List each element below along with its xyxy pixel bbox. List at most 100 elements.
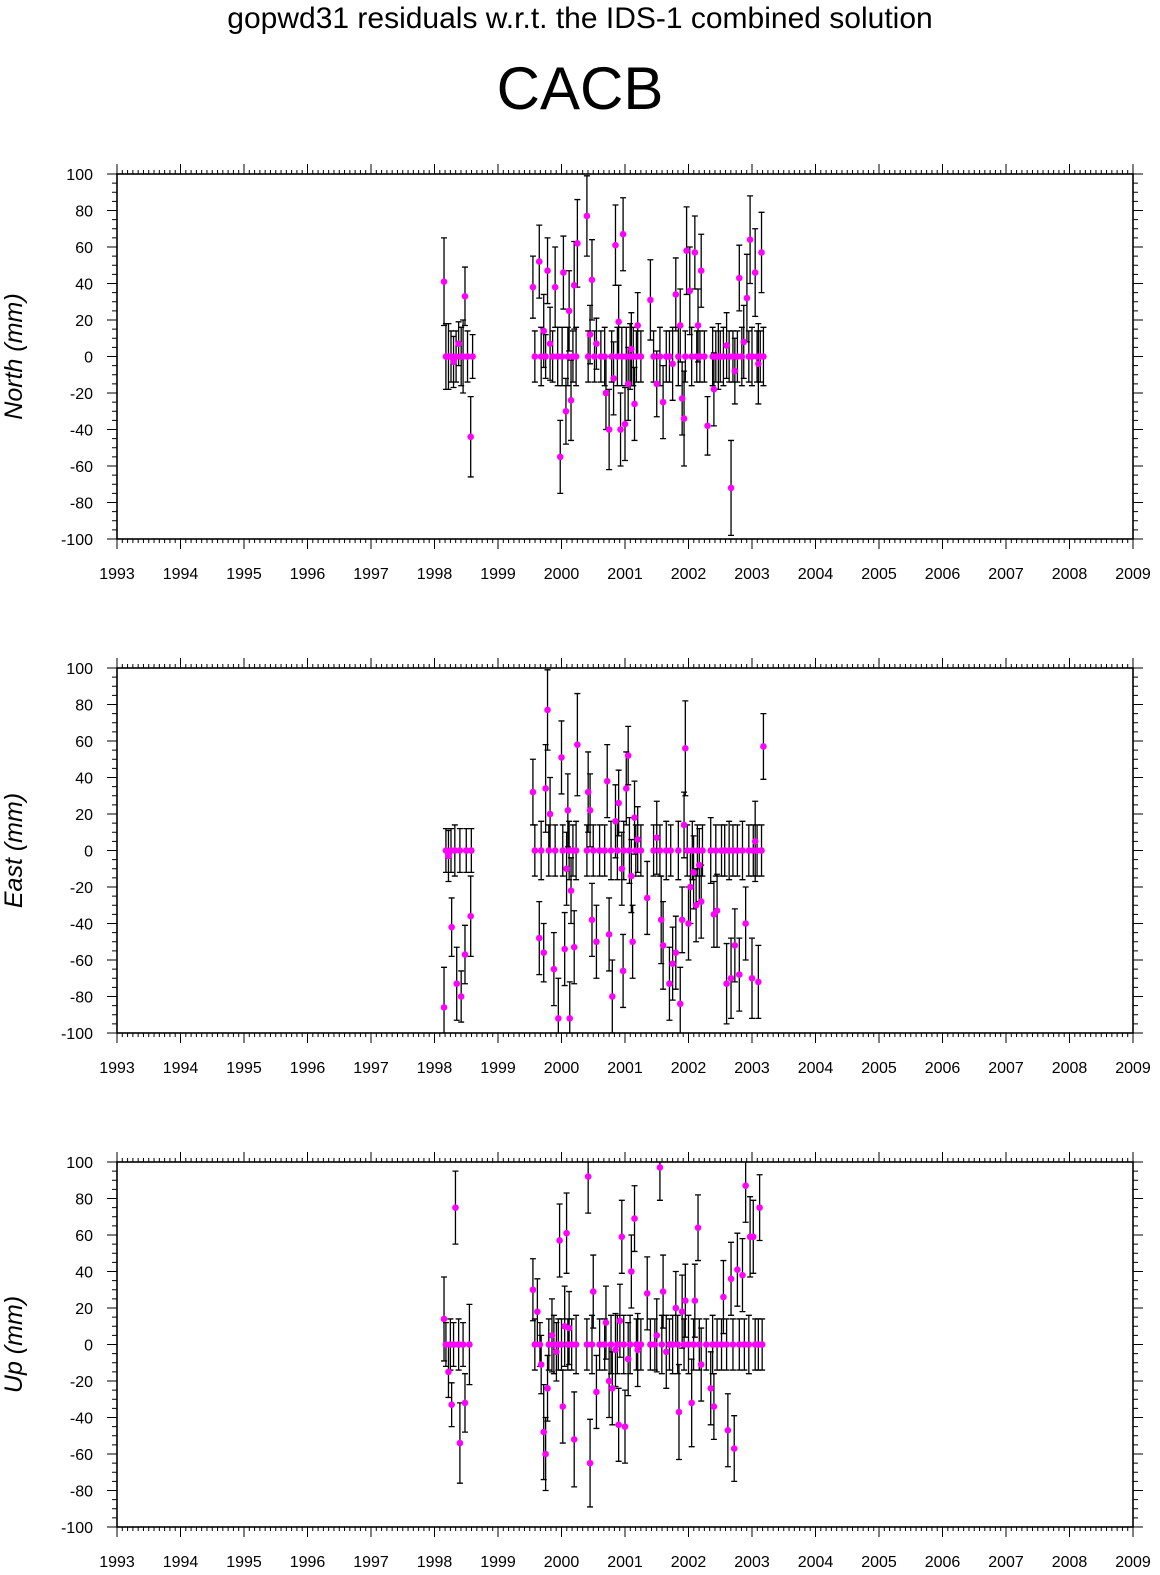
x-tick-label: 2009 (1115, 566, 1151, 583)
data-point (675, 1408, 683, 1416)
data-point (748, 353, 756, 360)
data-point (756, 1204, 763, 1211)
data-point (669, 1341, 676, 1348)
chart-panel-0: 1993 1994 1995 1996 1997 1998 1999 2000 2001 2002… (0, 164, 1151, 583)
data-point (601, 353, 608, 360)
data-point (672, 949, 680, 956)
x-tick-label: 2007 (988, 1060, 1024, 1077)
data-point (742, 1182, 749, 1190)
data-point (690, 869, 697, 876)
data-point (637, 1341, 645, 1348)
data-point (694, 322, 702, 329)
data-point (544, 1385, 551, 1392)
data-point (602, 389, 610, 397)
data-point (710, 1403, 718, 1410)
data-point (724, 1426, 732, 1434)
y-tick-label: 20 (75, 1301, 93, 1318)
x-tick-label: 1997 (353, 1060, 389, 1077)
data-point (727, 1275, 735, 1283)
data-point (758, 1341, 766, 1348)
y-tick-label: -20 (70, 1374, 93, 1391)
y-tick-label: -20 (70, 880, 93, 897)
y-tick-label: 20 (75, 807, 93, 824)
data-point (542, 1450, 549, 1458)
data-point (589, 1288, 597, 1295)
data-point (451, 847, 459, 854)
y-tick-label: 40 (75, 771, 93, 788)
data-point (710, 386, 718, 393)
y-tick-label: -60 (70, 953, 93, 970)
data-point (572, 847, 580, 854)
data-point (694, 1224, 702, 1231)
x-tick-label: 2001 (607, 1060, 643, 1077)
data-point (564, 807, 572, 814)
data-point (462, 847, 470, 854)
x-tick-label: 1993 (99, 1060, 135, 1077)
data-point (730, 1445, 738, 1452)
data-point (572, 1341, 580, 1348)
data-point (529, 788, 537, 796)
data-point (742, 920, 749, 927)
y-tick-label: -100 (61, 1026, 93, 1043)
y-tick-label: 60 (75, 734, 93, 751)
data-point (545, 847, 553, 854)
x-tick-label: 2005 (861, 566, 897, 583)
data-point (656, 847, 664, 854)
y-tick-label: 80 (75, 1192, 93, 1209)
x-tick-label: 2001 (607, 1554, 643, 1571)
data-point (534, 1308, 541, 1315)
x-tick-label: 2006 (925, 1554, 961, 1571)
data-point (718, 1341, 725, 1348)
data-point (748, 974, 756, 982)
data-point (549, 353, 556, 360)
data-point (634, 836, 641, 843)
y-tick-label: 60 (75, 240, 93, 257)
data-point (656, 1164, 664, 1171)
data-point (537, 1361, 545, 1368)
data-point (723, 1341, 730, 1348)
data-point (558, 353, 566, 360)
data-group (440, 1162, 766, 1508)
data-point (628, 872, 635, 880)
data-point (572, 353, 580, 360)
data-point (723, 342, 730, 349)
y-tick-label: -100 (61, 1520, 93, 1537)
data-point (588, 916, 596, 924)
x-tick-label: 1993 (99, 566, 135, 583)
x-tick-label: 1994 (163, 1060, 199, 1077)
y-tick-label: -80 (70, 990, 93, 1007)
data-point (542, 785, 549, 792)
data-point (622, 785, 630, 792)
data-point (583, 1341, 591, 1348)
data-point (631, 814, 638, 821)
data-point (680, 821, 688, 829)
y-axis-label: North (mm) (0, 293, 28, 419)
data-point (583, 847, 591, 854)
x-tick-label: 2007 (988, 1554, 1024, 1571)
data-point (612, 241, 619, 249)
x-tick-label: 2000 (544, 566, 580, 583)
x-tick-label: 1999 (480, 1060, 516, 1077)
data-point (685, 1341, 692, 1348)
data-point (459, 1341, 467, 1348)
data-point (683, 847, 691, 854)
data-point (659, 942, 667, 949)
data-point (456, 847, 464, 854)
data-point (461, 1399, 469, 1407)
x-tick-label: 2008 (1052, 1060, 1088, 1077)
data-point (548, 1332, 556, 1339)
plot-frame (116, 173, 1134, 540)
data-point (628, 1268, 635, 1275)
data-point (605, 426, 613, 433)
data-point (701, 353, 708, 360)
y-axis-label: Up (mm) (0, 1296, 28, 1393)
data-point (667, 847, 675, 854)
data-point (461, 292, 469, 300)
data-point (529, 283, 537, 291)
data-point (616, 1317, 624, 1325)
x-tick-label: 1996 (290, 1554, 326, 1571)
x-tick-label: 2004 (798, 1554, 834, 1571)
data-point (632, 847, 640, 854)
x-tick-label: 2004 (798, 1060, 834, 1077)
data-point (694, 847, 701, 854)
